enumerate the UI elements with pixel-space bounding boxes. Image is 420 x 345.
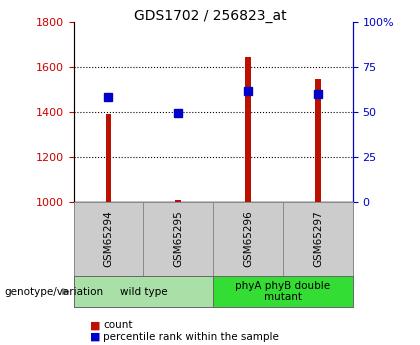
Text: ■: ■ (90, 332, 101, 342)
Text: count: count (103, 321, 132, 330)
Text: GSM65297: GSM65297 (313, 210, 323, 267)
Bar (245, 57, 251, 202)
Text: GSM65294: GSM65294 (103, 210, 113, 267)
Text: genotype/variation: genotype/variation (4, 287, 103, 296)
Text: wild type: wild type (120, 287, 167, 296)
Bar (315, 79, 321, 202)
Text: GSM65295: GSM65295 (173, 210, 183, 267)
Text: percentile rank within the sample: percentile rank within the sample (103, 332, 279, 342)
Text: GSM65296: GSM65296 (243, 210, 253, 267)
Text: phyA phyB double
mutant: phyA phyB double mutant (236, 281, 331, 302)
Bar (105, 114, 111, 202)
Text: ■: ■ (90, 321, 101, 330)
Bar (176, 199, 181, 202)
Text: GDS1702 / 256823_at: GDS1702 / 256823_at (134, 9, 286, 23)
